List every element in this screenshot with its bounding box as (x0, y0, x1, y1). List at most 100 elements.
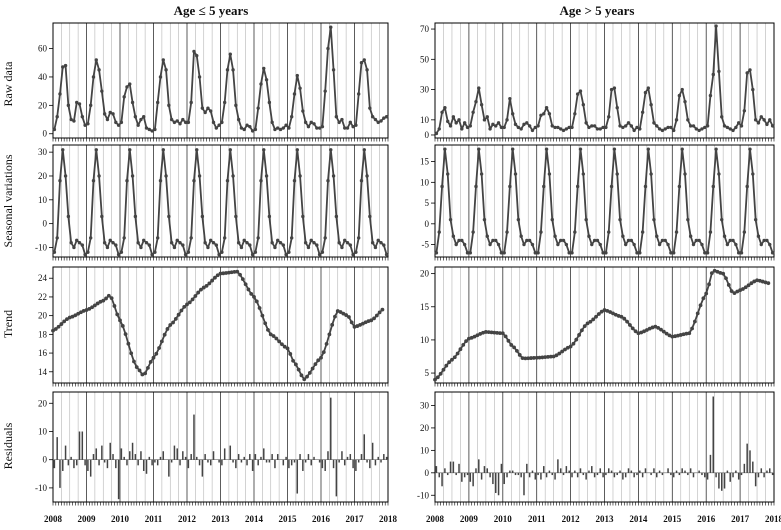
data-point (526, 356, 531, 361)
data-point (433, 377, 437, 382)
data-point (496, 121, 501, 125)
data-point (189, 100, 193, 105)
data-point (629, 124, 634, 128)
data-point (62, 319, 67, 324)
data-point (714, 24, 718, 28)
data-point (150, 129, 154, 133)
row-label-seasonal-variations: Seasonal variations (1, 154, 15, 247)
data-point (179, 308, 184, 313)
data-point (508, 96, 512, 101)
data-point (147, 243, 152, 247)
data-point (142, 238, 146, 243)
data-point (330, 322, 335, 327)
data-point (266, 327, 270, 332)
data-point (52, 250, 57, 254)
data-point (642, 329, 646, 334)
data-point (309, 238, 313, 243)
data-point (628, 323, 632, 327)
data-point (666, 125, 670, 130)
panel-seasonal-variations-age-gt-5: -5 0 5 10 15 (420, 144, 775, 261)
data-point (169, 117, 174, 122)
y-tick-label: 30 (38, 147, 48, 157)
data-point (91, 75, 96, 79)
data-point (722, 234, 727, 238)
data-point (167, 214, 171, 219)
data-point (683, 172, 687, 176)
data-point (684, 331, 689, 336)
data-point (513, 122, 518, 127)
data-point (326, 179, 330, 183)
data-point (271, 334, 276, 338)
data-point (746, 283, 751, 288)
data-point (214, 126, 219, 130)
data-point (669, 251, 673, 255)
data-point (753, 118, 758, 122)
data-point (488, 242, 492, 247)
data-point (612, 86, 617, 90)
data-point (626, 121, 631, 125)
data-point (494, 238, 498, 243)
data-point (553, 125, 557, 130)
data-point (259, 179, 263, 183)
data-point (100, 214, 104, 219)
data-point (519, 127, 523, 131)
data-point (672, 128, 676, 133)
data-point (130, 100, 135, 105)
data-point (703, 125, 707, 130)
data-point (455, 351, 460, 356)
data-point (596, 312, 601, 316)
data-point (280, 342, 284, 347)
panel-residuals-age-le-5: -10 0 10 20 2008 2009 2010 2011 2012 2013 2014 2015… (35, 391, 398, 524)
data-point (573, 112, 577, 116)
data-point (697, 128, 701, 133)
data-point (765, 238, 769, 243)
data-point (66, 214, 71, 219)
data-point (317, 126, 322, 130)
data-point (587, 125, 591, 130)
data-point (625, 319, 629, 324)
data-point (186, 120, 191, 125)
data-point (755, 278, 759, 283)
data-point (726, 283, 731, 287)
data-point (450, 357, 454, 362)
data-point (164, 174, 168, 178)
data-point (677, 184, 682, 189)
x-tick-label: 2018 (379, 514, 398, 524)
data-point (457, 118, 461, 122)
data-point (164, 68, 168, 72)
data-point (201, 285, 206, 290)
data-point (58, 92, 62, 96)
x-tick-label: 2009 (460, 514, 479, 524)
data-point (451, 115, 456, 119)
data-point (440, 184, 444, 189)
data-point (317, 252, 322, 257)
data-point (276, 238, 280, 243)
data-point (536, 124, 540, 128)
data-point (80, 243, 85, 247)
data-point (482, 217, 487, 222)
data-point (144, 241, 149, 245)
data-point (681, 332, 686, 337)
data-point (97, 174, 101, 178)
y-tick-label: 30 (420, 85, 430, 95)
data-point (595, 238, 600, 243)
data-point (373, 245, 378, 250)
data-point (680, 87, 684, 92)
data-point (729, 289, 734, 294)
data-point (561, 128, 566, 133)
data-point (248, 124, 252, 129)
data-point (564, 242, 569, 247)
data-point (281, 126, 286, 130)
data-point (694, 127, 699, 131)
data-point (531, 356, 536, 360)
data-point (125, 179, 129, 183)
data-point (51, 328, 55, 333)
data-point (324, 341, 329, 346)
data-point (235, 269, 240, 274)
data-point (298, 174, 302, 178)
data-point (192, 49, 196, 54)
data-point (139, 245, 143, 250)
data-point (321, 350, 326, 355)
data-point (309, 120, 313, 125)
data-point (489, 330, 494, 335)
